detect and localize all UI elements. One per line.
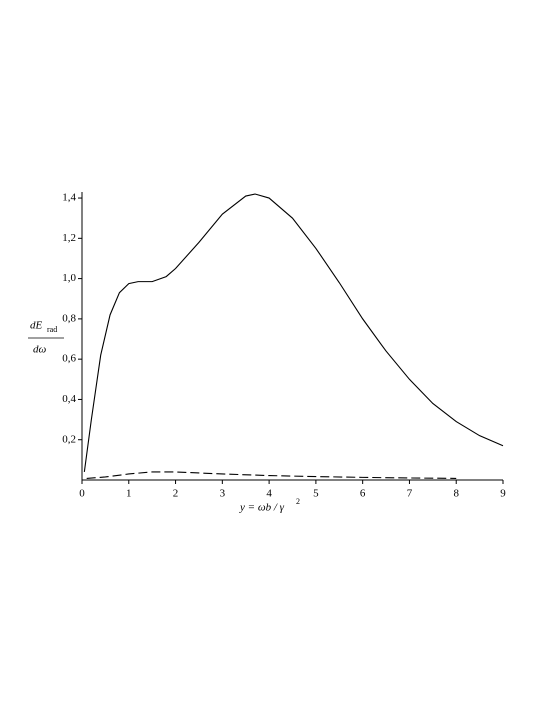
y-tick-label: 1,2 xyxy=(62,232,76,244)
x-tick-label: 4 xyxy=(266,488,272,500)
x-tick-label: 3 xyxy=(220,488,226,500)
y-tick-label: 0,8 xyxy=(62,312,76,324)
line-series xyxy=(86,471,457,479)
x-tick-label: 1 xyxy=(126,488,132,500)
y-tick-label: 0,2 xyxy=(62,433,76,445)
line-series xyxy=(83,193,504,473)
y-tick-label: 1,0 xyxy=(62,272,76,284)
y-tick-label: 1,4 xyxy=(62,192,76,204)
x-tick-label: 6 xyxy=(360,488,366,500)
x-tick-label: 2 xyxy=(173,488,179,500)
y-tick-label: 0,4 xyxy=(62,393,76,405)
x-axis-label: y = ωb / γ xyxy=(239,502,285,514)
y-tick-label: 0,6 xyxy=(62,353,76,365)
y-label-denominator: dω xyxy=(33,344,47,356)
x-tick-label: 8 xyxy=(453,488,459,500)
x-tick-label: 7 xyxy=(407,488,413,500)
y-label-numerator: dE xyxy=(30,320,43,332)
y-label-subscript: rad xyxy=(47,325,57,334)
y-axis-label: dE rad dω xyxy=(28,320,64,356)
x-tick-label: 5 xyxy=(313,488,319,500)
x-tick-label: 0 xyxy=(79,488,85,500)
x-tick-label: 9 xyxy=(500,488,506,500)
x-label-superscript: 2 xyxy=(296,497,300,506)
